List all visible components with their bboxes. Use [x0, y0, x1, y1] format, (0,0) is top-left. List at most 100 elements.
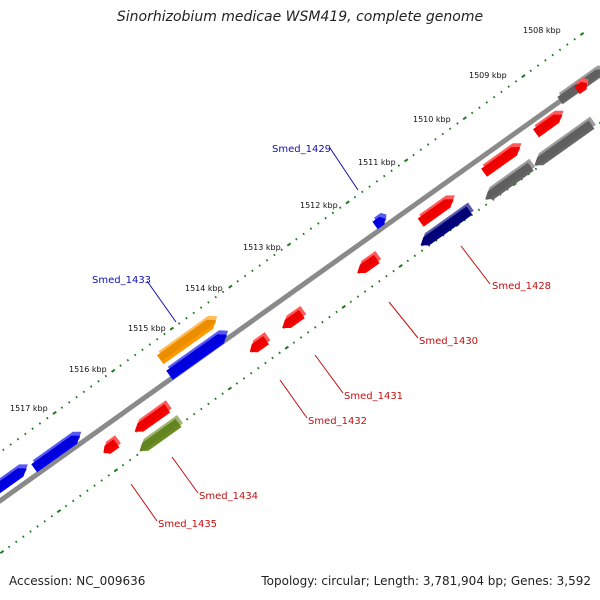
gene-shade: [534, 120, 593, 167]
callout-line: [279, 379, 308, 419]
tick-mark: [251, 269, 254, 273]
gene-arrow: [249, 332, 271, 353]
kbp-label: 1517 kbp: [10, 404, 48, 413]
tick-mark: [278, 351, 281, 355]
tick-mark: [68, 401, 71, 404]
kbp-label: 1508 kbp: [523, 26, 561, 35]
tick-mark: [273, 253, 276, 257]
tick-mark: [177, 322, 181, 325]
gene-shade: [372, 216, 386, 228]
tick-mark: [249, 371, 253, 375]
tick-mark: [207, 402, 210, 406]
tick-mark: [64, 504, 68, 508]
gene-arrow: [103, 435, 121, 454]
tick-mark: [242, 377, 246, 380]
tick-mark: [477, 208, 481, 212]
gene-arrow: [157, 315, 218, 365]
tick-mark: [141, 348, 144, 352]
tick-mark: [36, 525, 39, 528]
tick-mark: [214, 295, 217, 299]
callout-line: [171, 456, 199, 494]
tick-mark: [441, 132, 445, 136]
tick-mark: [2, 448, 5, 452]
callout-line: [460, 245, 491, 285]
gene-shade: [103, 439, 118, 454]
gene-shade: [157, 319, 216, 362]
tick-mark: [46, 416, 49, 420]
gene-label: Smed_1430: [419, 336, 478, 347]
tick-mark: [113, 468, 119, 473]
tick-mark: [412, 153, 415, 157]
gene-label: Smed_1435: [158, 519, 217, 530]
tick-mark: [169, 326, 175, 331]
tick-mark: [163, 332, 166, 336]
tick-mark: [456, 122, 459, 125]
tick-mark: [265, 259, 269, 262]
tick-mark: [368, 185, 371, 188]
tick-mark: [397, 164, 401, 167]
tick-mark: [258, 264, 261, 267]
gene-shade: [420, 206, 471, 247]
tick-mark: [341, 304, 346, 309]
tick-mark: [7, 545, 11, 549]
tick-mark: [317, 222, 320, 225]
tick-mark: [9, 443, 12, 446]
gene-shade: [139, 419, 180, 452]
genome-summary: Topology: circular; Length: 3,781,904 bp…: [261, 574, 591, 588]
gene-shade: [166, 334, 227, 377]
gene-shade: [485, 162, 532, 201]
tick-mark: [185, 417, 189, 421]
tick-mark: [361, 190, 364, 194]
callout-line: [314, 354, 344, 394]
tick-mark: [24, 432, 27, 436]
tick-mark: [558, 48, 562, 52]
tick-mark: [448, 127, 452, 131]
gene-label: Smed_1429: [272, 144, 331, 155]
tick-mark: [544, 59, 547, 62]
tick-mark: [335, 310, 338, 314]
tick-mark: [136, 453, 139, 457]
gene-arrow: [139, 415, 183, 452]
tick-mark: [375, 180, 379, 183]
tick-mark: [403, 158, 409, 163]
tick-mark: [29, 530, 32, 533]
tick-mark: [385, 274, 388, 278]
gene-arrow: [485, 158, 536, 201]
tick-mark: [148, 343, 152, 346]
gene-arrow: [534, 116, 596, 167]
tick-mark: [271, 356, 274, 360]
tick-mark: [426, 143, 430, 146]
tick-mark: [199, 306, 203, 309]
gene-shade: [249, 336, 268, 353]
tick-mark: [284, 345, 289, 350]
tick-mark: [155, 337, 159, 341]
tick-mark: [500, 90, 503, 94]
kbp-label: 1510 kbp: [413, 115, 451, 124]
kbp-label: 1515 kbp: [128, 324, 166, 333]
tick-mark: [280, 248, 283, 252]
gene-shade: [574, 81, 588, 93]
tick-mark: [306, 331, 310, 334]
tick-mark: [185, 316, 188, 320]
tick-mark: [221, 392, 224, 395]
gene-shade: [134, 404, 169, 433]
tick-mark: [392, 269, 395, 273]
tick-mark: [100, 479, 103, 482]
tick-mark: [119, 364, 122, 367]
tick-mark: [579, 32, 585, 36]
tick-mark: [133, 353, 137, 357]
tick-mark: [128, 458, 132, 462]
outer-tick-track: [2, 32, 585, 452]
tick-mark: [228, 284, 233, 289]
tick-mark: [302, 232, 305, 236]
tick-mark: [353, 195, 357, 199]
callout-line: [146, 280, 177, 323]
tick-mark: [478, 106, 481, 109]
gene-label: Smed_1432: [308, 416, 367, 427]
tick-mark: [507, 85, 510, 88]
gene-arrow: [372, 212, 387, 230]
tick-mark: [390, 169, 393, 173]
gene-label: Smed_1434: [199, 491, 258, 502]
